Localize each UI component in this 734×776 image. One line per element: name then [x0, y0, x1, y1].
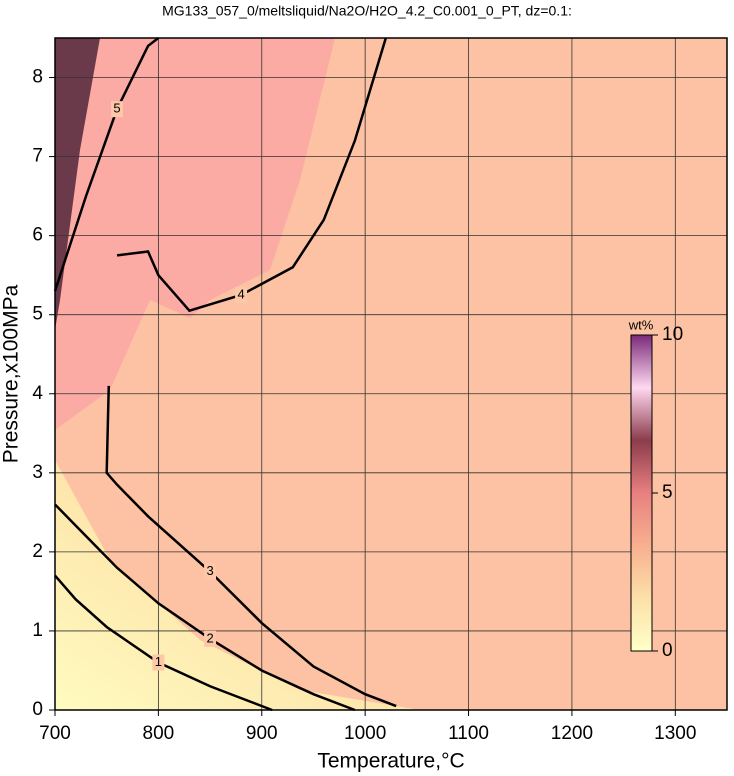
contour-label-bg: [152, 654, 165, 671]
colorbar-tick-label: 0: [662, 640, 673, 661]
plot-area: [55, 38, 727, 710]
colorbar-label: wt%: [628, 317, 654, 332]
y-tick-label: 6: [32, 225, 43, 246]
y-axis-label: Pressure,x100MPa: [0, 284, 23, 463]
colorbar-tick-label: 10: [662, 324, 683, 345]
chart-title: MG133_057_0/meltsliquid/Na2O/H2O_4.2_C0.…: [162, 3, 572, 19]
y-tick-label: 2: [32, 541, 43, 562]
contour-label-bg: [204, 563, 217, 580]
pink-region: [55, 38, 335, 430]
contour-line: [54, 503, 356, 712]
contour-label-bg: [204, 630, 217, 647]
y-tick-label: 5: [32, 304, 43, 325]
contour-label: 1: [155, 654, 162, 669]
x-tick-label: 1300: [654, 723, 696, 744]
contour-label: 2: [206, 630, 213, 645]
colorbar-tick-label: 5: [662, 482, 673, 503]
yellow-region: [55, 460, 420, 710]
contour-label: 5: [113, 101, 120, 116]
x-axis-label: Temperature,°C: [317, 750, 464, 773]
y-tick-label: 8: [32, 67, 43, 88]
y-tick-label: 1: [32, 620, 43, 641]
y-tick-label: 0: [32, 699, 43, 720]
contour-label: 3: [206, 563, 213, 578]
x-tick-label: 800: [143, 723, 175, 744]
colorbar: [630, 334, 653, 652]
contour-label-bg: [111, 101, 124, 118]
dark-region: [55, 38, 100, 330]
x-tick-label: 1200: [551, 723, 593, 744]
x-tick-label: 900: [246, 723, 278, 744]
x-tick-label: 1000: [344, 723, 386, 744]
contour-label: 4: [237, 286, 244, 301]
x-tick-label: 1100: [448, 723, 489, 744]
y-tick-label: 3: [32, 462, 43, 483]
contour-label-bg: [235, 286, 248, 303]
plot-frame: [54, 37, 728, 711]
y-tick-label: 4: [32, 383, 43, 404]
x-tick-label: 700: [39, 723, 71, 744]
y-tick-label: 7: [32, 146, 43, 167]
